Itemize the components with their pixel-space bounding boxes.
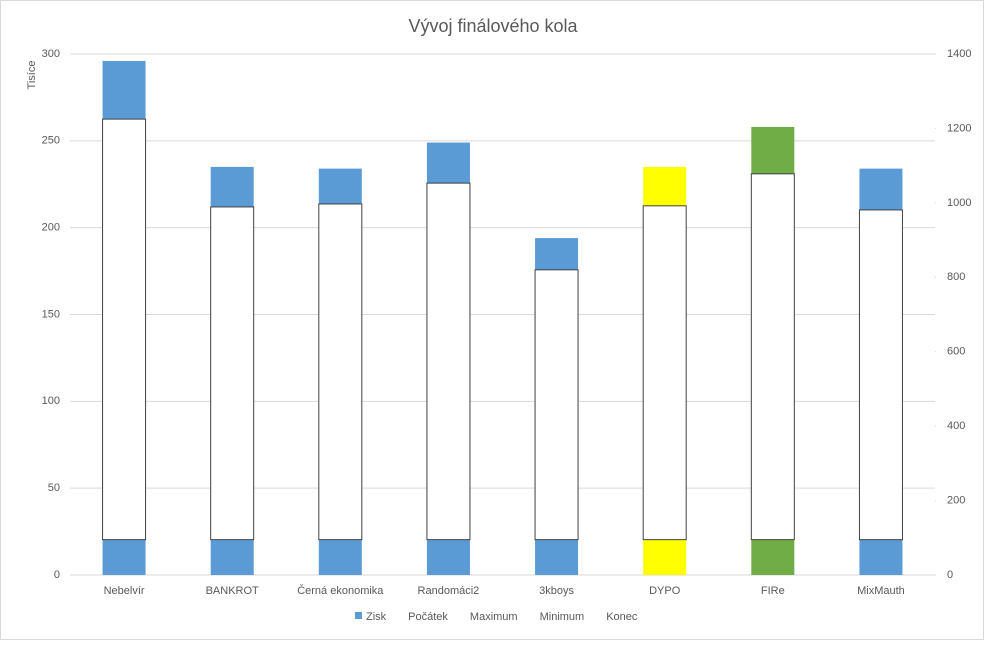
x-tick-label: 3kboys xyxy=(539,585,574,597)
legend-label: Minimum xyxy=(540,611,585,623)
legend-swatch xyxy=(355,612,362,619)
x-tick-label: MixMauth xyxy=(857,585,905,597)
legend-label: Konec xyxy=(606,611,638,623)
x-tick-label: Randomáci2 xyxy=(418,585,480,597)
x-tick-label: BANKROT xyxy=(206,585,259,597)
y2-tick-label: 1200 xyxy=(947,122,971,134)
y2-tick-label: 400 xyxy=(947,420,965,432)
y2-tick-label: 600 xyxy=(947,346,965,358)
y-tick-label: 250 xyxy=(42,135,60,147)
y2-tick-label: 0 xyxy=(947,569,953,581)
candle-body xyxy=(642,205,687,541)
candle-body xyxy=(426,182,471,541)
candle-body xyxy=(858,209,903,541)
candle-body xyxy=(318,203,363,541)
legend-label: Zisk xyxy=(366,611,387,623)
y-tick-label: 200 xyxy=(42,222,60,234)
y2-tick-label: 200 xyxy=(947,494,965,506)
y-tick-label: 50 xyxy=(48,482,60,494)
x-tick-label: FIRe xyxy=(761,585,785,597)
y-axis-label: Tisíce xyxy=(26,61,38,90)
candle-body xyxy=(210,206,255,541)
y-tick-label: 0 xyxy=(54,569,60,581)
candle-body xyxy=(102,118,147,541)
x-tick-label: Černá ekonomika xyxy=(297,584,384,597)
candle-body xyxy=(750,173,795,541)
y-tick-label: 100 xyxy=(42,395,60,407)
y-tick-label: 300 xyxy=(42,48,60,60)
chart-title: Vývoj finálového kola xyxy=(408,16,578,36)
x-tick-label: Nebelvír xyxy=(104,585,145,597)
legend-label: Počátek xyxy=(408,611,448,623)
y2-tick-label: 800 xyxy=(947,271,965,283)
y2-tick-label: 1000 xyxy=(947,197,971,209)
candle-body xyxy=(534,269,579,541)
y2-tick-label: 1400 xyxy=(947,48,971,60)
x-tick-label: DYPO xyxy=(649,585,681,597)
legend-label: Maximum xyxy=(470,611,518,623)
y-tick-label: 150 xyxy=(42,308,60,320)
